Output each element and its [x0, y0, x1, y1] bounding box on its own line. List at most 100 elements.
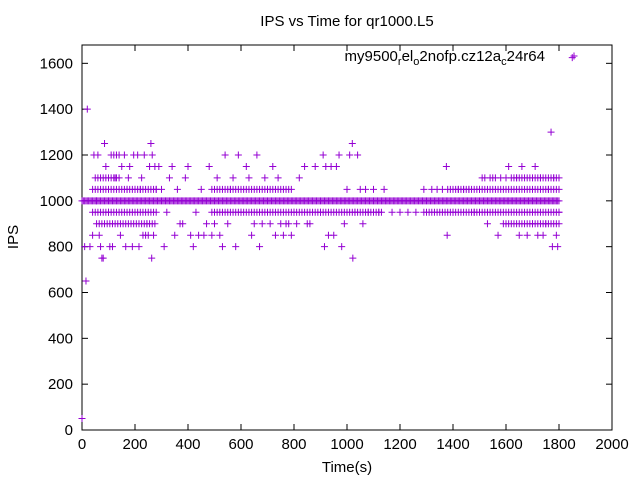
data-point	[293, 220, 301, 228]
data-point	[83, 105, 91, 113]
data-point	[181, 174, 189, 182]
data-point	[396, 208, 404, 216]
data-point	[158, 185, 165, 193]
data-point	[555, 208, 563, 216]
data-point	[205, 162, 213, 170]
data-point	[189, 243, 197, 251]
y-tick-label: 1400	[40, 101, 73, 118]
x-tick-label: 0	[78, 436, 86, 453]
data-point	[226, 185, 234, 193]
x-tick-label: 800	[281, 436, 306, 453]
data-point	[116, 231, 124, 239]
data-point	[370, 185, 377, 193]
data-point	[213, 174, 221, 182]
data-point	[197, 185, 205, 193]
data-point	[465, 185, 473, 193]
data-point	[494, 231, 502, 239]
data-point	[274, 174, 282, 182]
data-point	[375, 208, 383, 216]
data-point	[264, 185, 271, 193]
data-point	[271, 231, 279, 239]
data-point	[253, 151, 261, 159]
data-point	[108, 243, 116, 251]
data-point	[269, 162, 277, 170]
data-point	[536, 174, 544, 182]
data-point	[554, 243, 562, 251]
data-point	[444, 185, 452, 193]
data-point	[404, 208, 412, 216]
data-point	[237, 208, 245, 216]
data-point	[99, 254, 107, 262]
data-point	[136, 185, 144, 193]
data-point	[173, 185, 181, 193]
data-point	[523, 231, 531, 239]
data-point	[346, 151, 354, 159]
data-point	[531, 162, 539, 170]
data-point	[93, 197, 101, 205]
data-point	[544, 185, 552, 193]
data-point	[86, 243, 94, 251]
x-tick-label: 2000	[595, 436, 628, 453]
data-point	[319, 151, 327, 159]
data-point	[295, 174, 303, 182]
data-point	[78, 415, 86, 423]
y-tick-label: 400	[48, 330, 73, 347]
data-point	[229, 174, 237, 182]
data-points	[78, 54, 576, 423]
data-point	[552, 231, 560, 239]
data-point	[134, 151, 142, 159]
data-point	[306, 220, 314, 228]
legend-marker	[570, 52, 578, 60]
data-point	[550, 174, 558, 182]
data-point	[160, 243, 168, 251]
data-point	[290, 208, 298, 216]
plot-frame	[81, 44, 613, 431]
data-point	[120, 151, 128, 159]
data-point	[200, 231, 208, 239]
legend-label-part-2: el	[402, 48, 414, 65]
y-tick-label: 1200	[40, 147, 73, 164]
data-point	[354, 151, 362, 159]
data-point	[518, 162, 526, 170]
data-point	[155, 162, 163, 170]
data-point	[364, 208, 372, 216]
x-tick-label: 1600	[489, 436, 522, 453]
data-point	[184, 162, 192, 170]
data-point	[211, 220, 218, 228]
data-point	[380, 185, 388, 193]
data-point	[359, 220, 367, 228]
data-point	[287, 185, 295, 193]
data-point	[128, 243, 136, 251]
data-point	[148, 151, 156, 159]
data-point	[330, 231, 338, 239]
data-point	[95, 231, 103, 239]
data-point	[179, 220, 187, 228]
data-point	[499, 220, 507, 228]
data-point	[261, 174, 269, 182]
data-point	[187, 231, 195, 239]
legend: my9500relo2nofp.cz12ac24r64	[345, 48, 578, 68]
data-point	[102, 162, 110, 170]
y-tick-label: 800	[48, 239, 73, 256]
data-point	[151, 220, 159, 228]
data-point	[232, 243, 240, 251]
data-point	[123, 185, 131, 193]
legend-label-part-3: 2nofp.cz12a	[419, 48, 501, 65]
data-point	[152, 208, 160, 216]
data-point	[266, 220, 274, 228]
data-point	[242, 162, 250, 170]
x-tick-label: 1800	[542, 436, 575, 453]
legend-marker-symbol	[570, 52, 578, 60]
data-point	[547, 128, 555, 136]
data-point	[245, 174, 253, 182]
data-point	[250, 220, 258, 228]
legend-label-part-4: 24r64	[507, 48, 545, 65]
data-point	[224, 220, 232, 228]
data-point	[340, 220, 348, 228]
legend-label-subscript-3: c	[501, 56, 507, 68]
data-point	[420, 185, 428, 193]
x-tick-label: 600	[228, 436, 253, 453]
data-point	[412, 208, 420, 216]
data-point	[555, 197, 563, 205]
